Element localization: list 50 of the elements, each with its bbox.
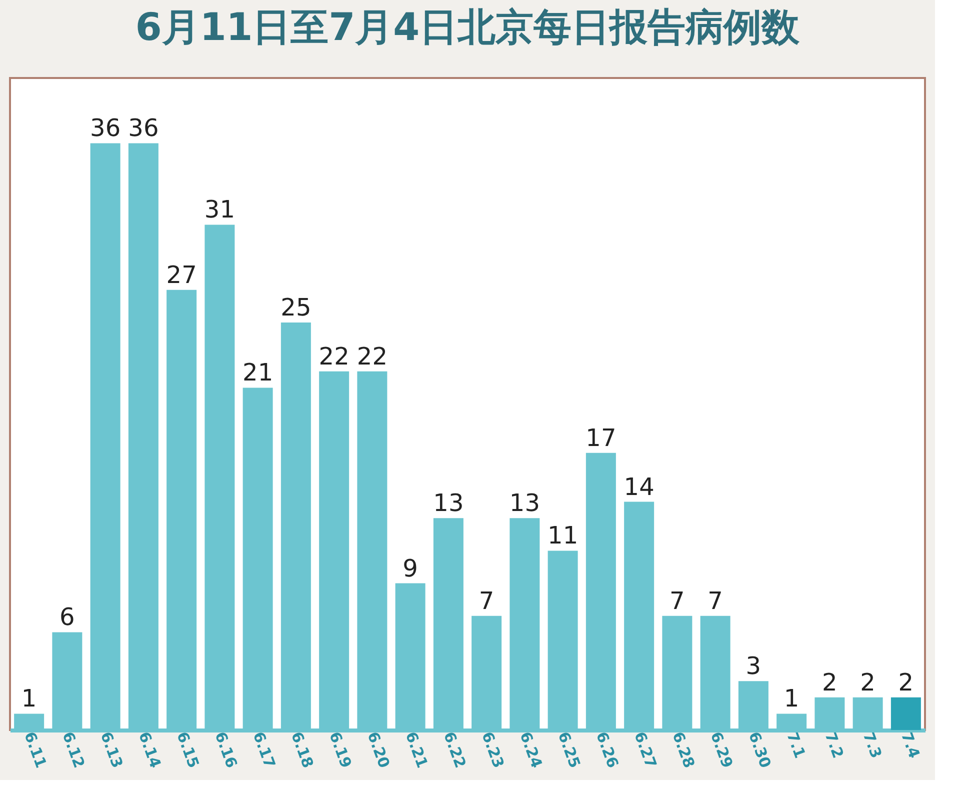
data-label: 7 [478,586,494,615]
x-tick-label: 6.12 [58,729,88,770]
chart-title: 6月11日至7月4日北京每日报告病例数 [135,5,801,49]
data-label: 31 [204,196,235,224]
data-label: 27 [166,260,197,289]
x-tick-label: 6.30 [744,729,775,770]
data-label: 22 [356,342,388,370]
data-label: 13 [509,489,540,518]
bar [890,697,921,730]
data-label: 3 [746,652,762,680]
data-label: 2 [898,668,914,696]
x-tick-label: 6.20 [364,729,394,770]
x-tick-label: 6.18 [287,729,318,770]
data-label: 7 [670,586,685,615]
x-tick-label: 6.28 [668,729,698,770]
data-label: 11 [548,522,578,550]
x-tick-label: 6.23 [478,729,508,770]
data-label: 21 [242,358,274,387]
x-tick-label: 6.25 [554,729,584,770]
data-label: 9 [402,554,418,582]
data-label: 22 [318,342,350,370]
x-tick-label: 6.27 [630,729,660,770]
x-tick-label: 6.19 [326,729,356,770]
data-label: 1 [21,684,37,713]
data-label: 14 [624,472,654,501]
data-label: 25 [280,294,312,322]
x-tick-label: 7.2 [821,729,848,761]
x-tick-label: 6.14 [134,729,165,770]
data-label: 2 [822,668,838,696]
x-tick-label: 7.1 [783,729,810,761]
data-label: 1 [784,684,800,713]
x-tick-label: 6.29 [706,729,736,770]
data-label: 6 [60,603,75,632]
x-tick-label: 7.4 [897,729,924,761]
x-tick-label: 6.24 [516,729,546,770]
x-tick-label: 6.16 [211,729,241,770]
x-tick-label: 6.15 [173,729,203,770]
x-tick-label: 6.17 [249,729,279,770]
data-label: 36 [128,114,159,142]
data-label: 2 [860,668,876,696]
x-tick-label: 6.26 [592,729,622,770]
data-label: 36 [90,114,121,142]
x-tick-label: 7.3 [859,729,886,761]
data-label: 7 [708,586,723,615]
data-label: 13 [433,489,464,518]
x-tick-label: 6.11 [20,729,50,770]
x-tick-label: 6.21 [402,729,432,770]
x-tick-label: 6.13 [96,729,126,770]
data-label: 17 [586,424,616,452]
x-tick-label: 6.22 [440,729,470,770]
